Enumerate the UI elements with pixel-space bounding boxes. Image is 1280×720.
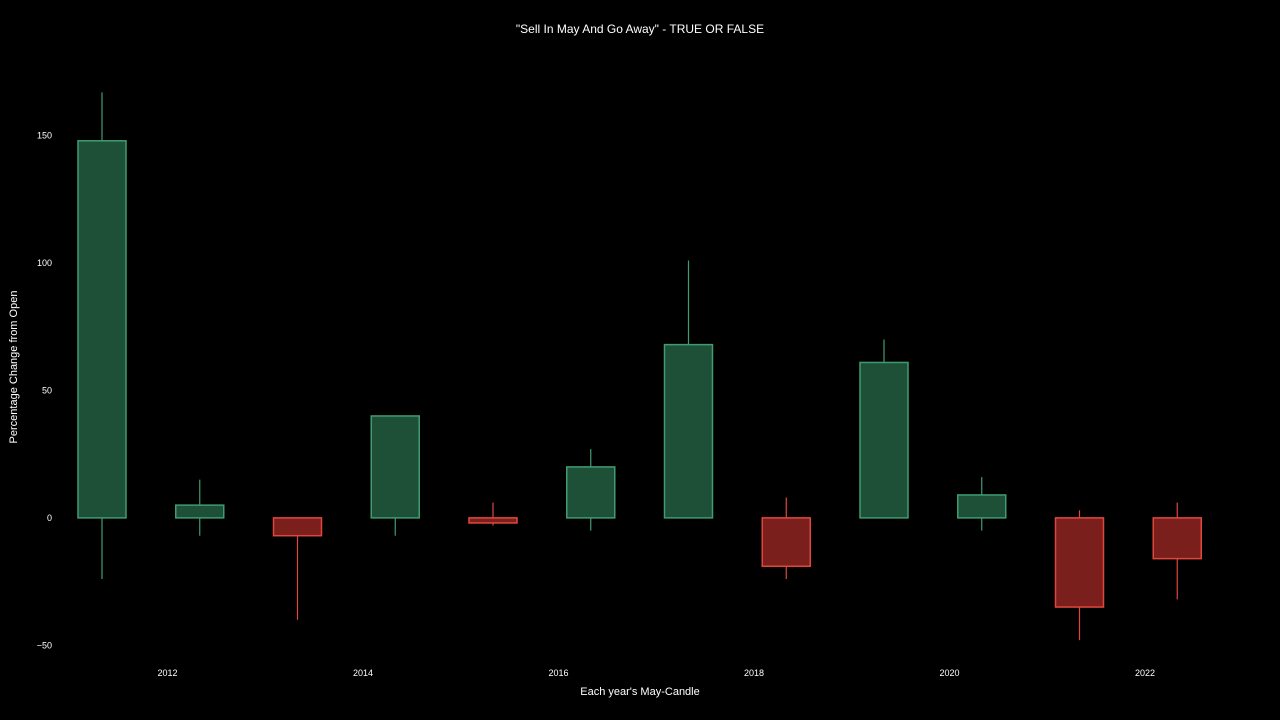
y-axis-title: Percentage Change from Open	[8, 291, 20, 444]
x-tick-label: 2016	[548, 668, 568, 678]
candle-body	[957, 494, 1007, 519]
y-tick-label: −50	[37, 640, 52, 650]
candle-body	[663, 343, 714, 519]
x-axis-title: Each year's May-Candle	[580, 686, 700, 698]
candle-body	[272, 517, 323, 537]
y-tick-label: 0	[47, 513, 52, 523]
candle-2018	[761, 497, 811, 580]
candle-2013	[272, 517, 323, 620]
y-tick-label: 50	[42, 385, 52, 395]
candle-2016	[566, 449, 616, 531]
candle-body	[77, 140, 127, 519]
candle-2017	[663, 260, 714, 519]
candle-2019	[859, 339, 909, 519]
y-tick-label: 100	[37, 258, 52, 268]
candle-2011	[77, 92, 127, 580]
candle-2021	[1054, 510, 1105, 641]
candle-2020	[957, 477, 1007, 531]
candle-2012	[175, 479, 225, 536]
candle-body	[566, 466, 616, 519]
candle-body	[859, 361, 909, 519]
x-tick-label: 2014	[353, 668, 373, 678]
x-tick-label: 2018	[744, 668, 764, 678]
y-axis-ticks: −50 0 50 100 150	[37, 131, 52, 651]
x-tick-label: 2012	[157, 668, 177, 678]
x-tick-label: 2022	[1135, 668, 1155, 678]
candle-body	[761, 517, 811, 568]
candle-body	[1054, 517, 1105, 608]
candle-2022	[1152, 502, 1202, 600]
candle-body	[468, 517, 518, 524]
candle-body	[1152, 517, 1202, 560]
y-tick-label: 150	[37, 131, 52, 141]
candle-body	[370, 415, 420, 519]
chart-title: "Sell In May And Go Away" - TRUE OR FALS…	[516, 22, 764, 36]
candles-group	[77, 92, 1202, 641]
x-axis-ticks: 2012 2014 2016 2018 2020 2022	[157, 668, 1155, 678]
candle-2014	[370, 415, 420, 536]
x-tick-label: 2020	[939, 668, 959, 678]
candle-body	[175, 504, 225, 519]
candle-2015	[468, 502, 518, 526]
